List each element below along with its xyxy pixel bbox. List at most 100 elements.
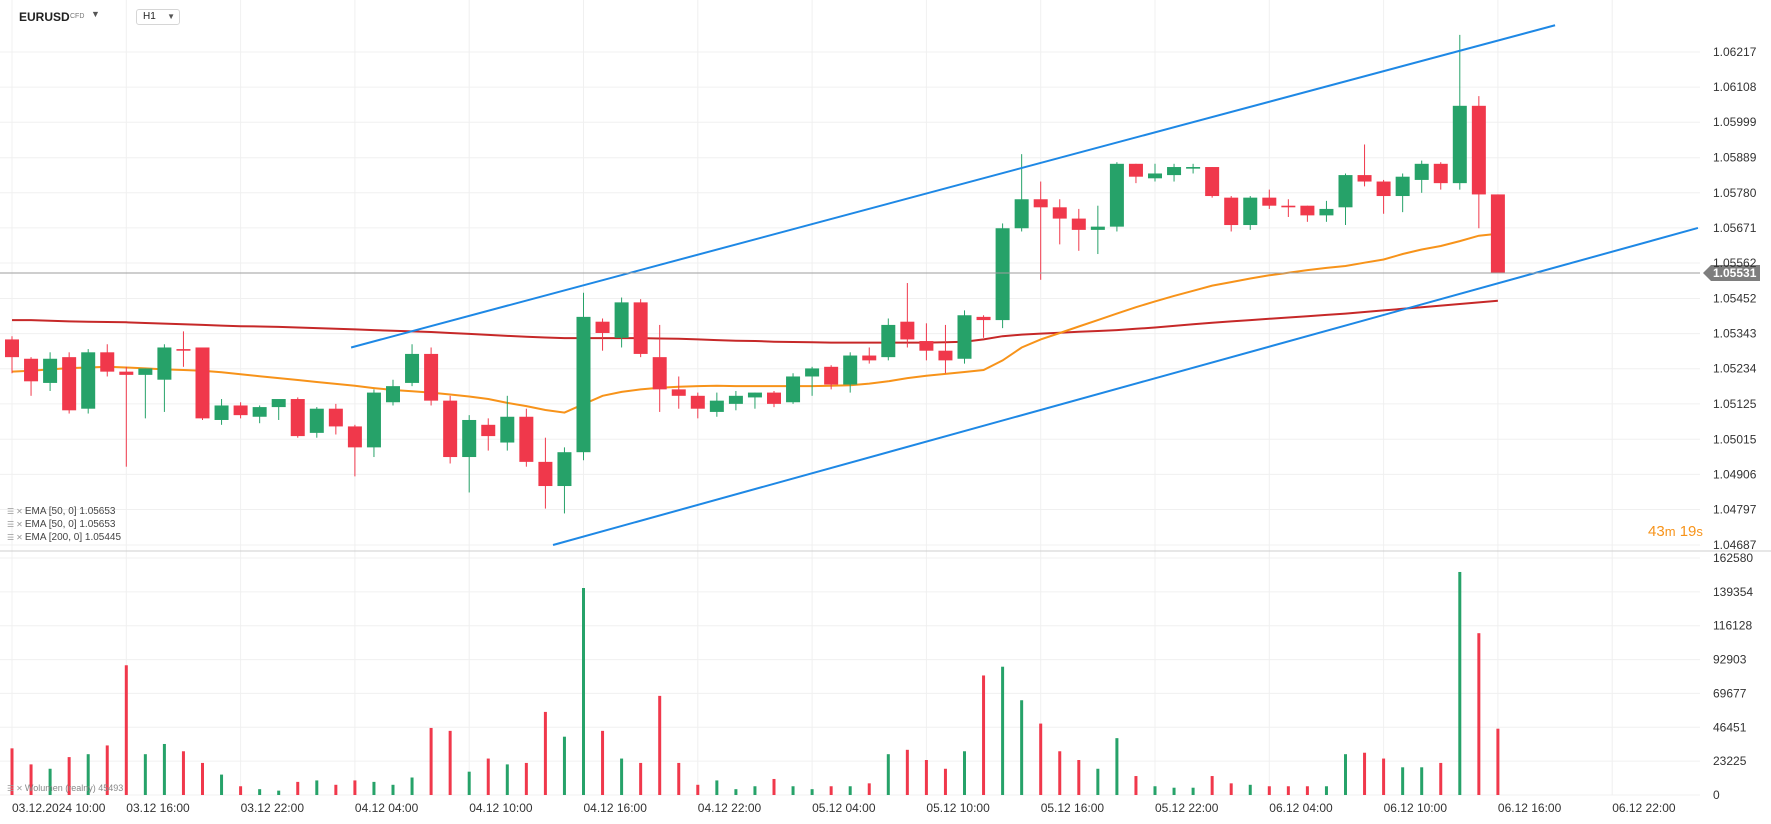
candle-bearish <box>290 399 305 437</box>
volume-bar <box>1439 762 1443 795</box>
volume-bar <box>1401 767 1405 795</box>
volume-bar <box>1229 783 1233 795</box>
candle-bearish <box>1376 181 1391 197</box>
candle-bearish <box>938 350 953 361</box>
price-tick-label: 1.06108 <box>1713 80 1757 94</box>
candle-bearish <box>1300 205 1315 216</box>
close-icon[interactable]: ✕ <box>16 520 23 529</box>
volume-bar <box>29 764 33 795</box>
candle-bullish <box>43 358 58 383</box>
candle-bullish <box>386 386 400 403</box>
close-icon[interactable]: ✕ <box>16 507 23 516</box>
volume-bar <box>10 748 14 795</box>
candle-bearish <box>1262 197 1277 206</box>
volume-bar <box>1210 776 1214 795</box>
volume-bar <box>505 764 509 795</box>
price-tick-label: 1.05452 <box>1713 292 1757 306</box>
candle-bullish <box>747 392 762 398</box>
candle-bearish <box>976 316 991 321</box>
candle-countdown: 43m 19s <box>1648 523 1703 540</box>
time-tick-label: 04.12 22:00 <box>698 801 762 815</box>
volume-bar <box>410 777 414 795</box>
volume-bar <box>105 745 109 795</box>
settings-icon[interactable]: ☰ <box>7 533 15 542</box>
volume-legend[interactable]: ☰ ✕ Wolumen (realny) 45493 <box>7 783 123 793</box>
volume-bar <box>143 754 147 795</box>
close-icon[interactable]: ✕ <box>16 783 23 793</box>
candle-bearish <box>176 349 191 351</box>
candle-bullish <box>728 395 743 404</box>
candle-bullish <box>252 407 267 417</box>
candle-bearish <box>633 302 648 354</box>
volume-bar <box>1267 786 1271 795</box>
settings-icon[interactable]: ☰ <box>7 507 15 516</box>
volume-bar <box>429 727 433 795</box>
candle-bullish <box>1243 197 1258 226</box>
volume-bar <box>810 789 814 795</box>
candle-bearish <box>424 353 439 401</box>
price-tick-label: 1.04906 <box>1713 467 1757 481</box>
candle-bearish <box>671 389 686 396</box>
indicator-ema50-legend[interactable]: ☰ ✕ EMA [50, 0] 1.05653 <box>7 506 116 517</box>
settings-icon[interactable]: ☰ <box>7 783 15 793</box>
volume-bar <box>1248 784 1252 795</box>
time-tick-label: 03.12 22:00 <box>241 801 305 815</box>
time-tick-label: 03.12.2024 10:00 <box>12 801 106 815</box>
indicator-ema200-legend[interactable]: ☰ ✕ EMA [200, 0] 1.05445 <box>7 532 121 543</box>
volume-label: Wolumen (realny) 45493 <box>24 783 124 793</box>
indicator-label: EMA [200, 0] 1.05445 <box>24 532 122 543</box>
candle-bullish <box>138 368 153 375</box>
volume-tick-label: 69677 <box>1713 686 1747 700</box>
time-tick-label: 05.12 16:00 <box>1041 801 1105 815</box>
symbol-name[interactable]: EURUSD <box>19 10 70 24</box>
candle-bearish <box>443 400 458 458</box>
candle-bearish <box>1205 167 1220 197</box>
candle-bullish <box>214 405 229 420</box>
candle-bullish <box>1395 176 1410 197</box>
candle-bearish <box>233 405 248 416</box>
candle-bearish <box>595 321 610 333</box>
candle-bearish <box>1490 194 1505 274</box>
volume-bar <box>543 711 547 795</box>
time-tick-label: 06.12 10:00 <box>1384 801 1448 815</box>
volume-bar <box>1058 751 1062 795</box>
candle-bullish <box>1414 163 1429 180</box>
volume-bar <box>1172 787 1176 795</box>
candle-bearish <box>347 426 362 448</box>
volume-bar <box>1191 787 1195 795</box>
price-tick-label: 1.05780 <box>1713 186 1757 200</box>
candle-bullish <box>405 353 420 383</box>
candle-bullish <box>366 392 381 448</box>
candle-bullish <box>881 324 896 358</box>
countdown-minutes-unit: m <box>1664 524 1676 539</box>
candle-bearish <box>538 461 553 487</box>
candle-bearish <box>481 424 496 437</box>
volume-tick-label: 116128 <box>1713 619 1752 633</box>
settings-icon[interactable]: ☰ <box>7 520 15 529</box>
candle-bearish <box>1033 199 1048 208</box>
volume-bar <box>1477 633 1481 795</box>
instrument-type: CFD <box>70 13 85 20</box>
volume-bar <box>1420 767 1424 795</box>
candle-bearish <box>824 366 839 385</box>
volume-bar <box>524 762 528 795</box>
chevron-down-icon: ▼ <box>167 12 175 21</box>
volume-bar <box>1115 738 1119 795</box>
volume-bar <box>201 762 204 795</box>
volume-bar <box>315 780 319 795</box>
volume-bar <box>620 758 624 795</box>
candle-bearish <box>24 358 39 382</box>
symbol-dropdown-icon[interactable]: ▼ <box>91 9 100 19</box>
price-tick-label: 1.05343 <box>1713 327 1757 341</box>
candle-bearish <box>919 341 934 351</box>
indicator-ema50-legend[interactable]: ☰ ✕ EMA [50, 0] 1.05653 <box>7 519 116 530</box>
volume-bar <box>67 757 71 795</box>
volume-bar <box>582 588 585 795</box>
price-tick-label: 1.05671 <box>1713 221 1757 235</box>
close-icon[interactable]: ✕ <box>16 533 23 542</box>
volume-bar <box>791 786 795 795</box>
candle-bearish <box>5 339 19 358</box>
timeframe-select[interactable]: H1 ▼ <box>136 9 180 25</box>
candle-bearish <box>328 408 343 427</box>
